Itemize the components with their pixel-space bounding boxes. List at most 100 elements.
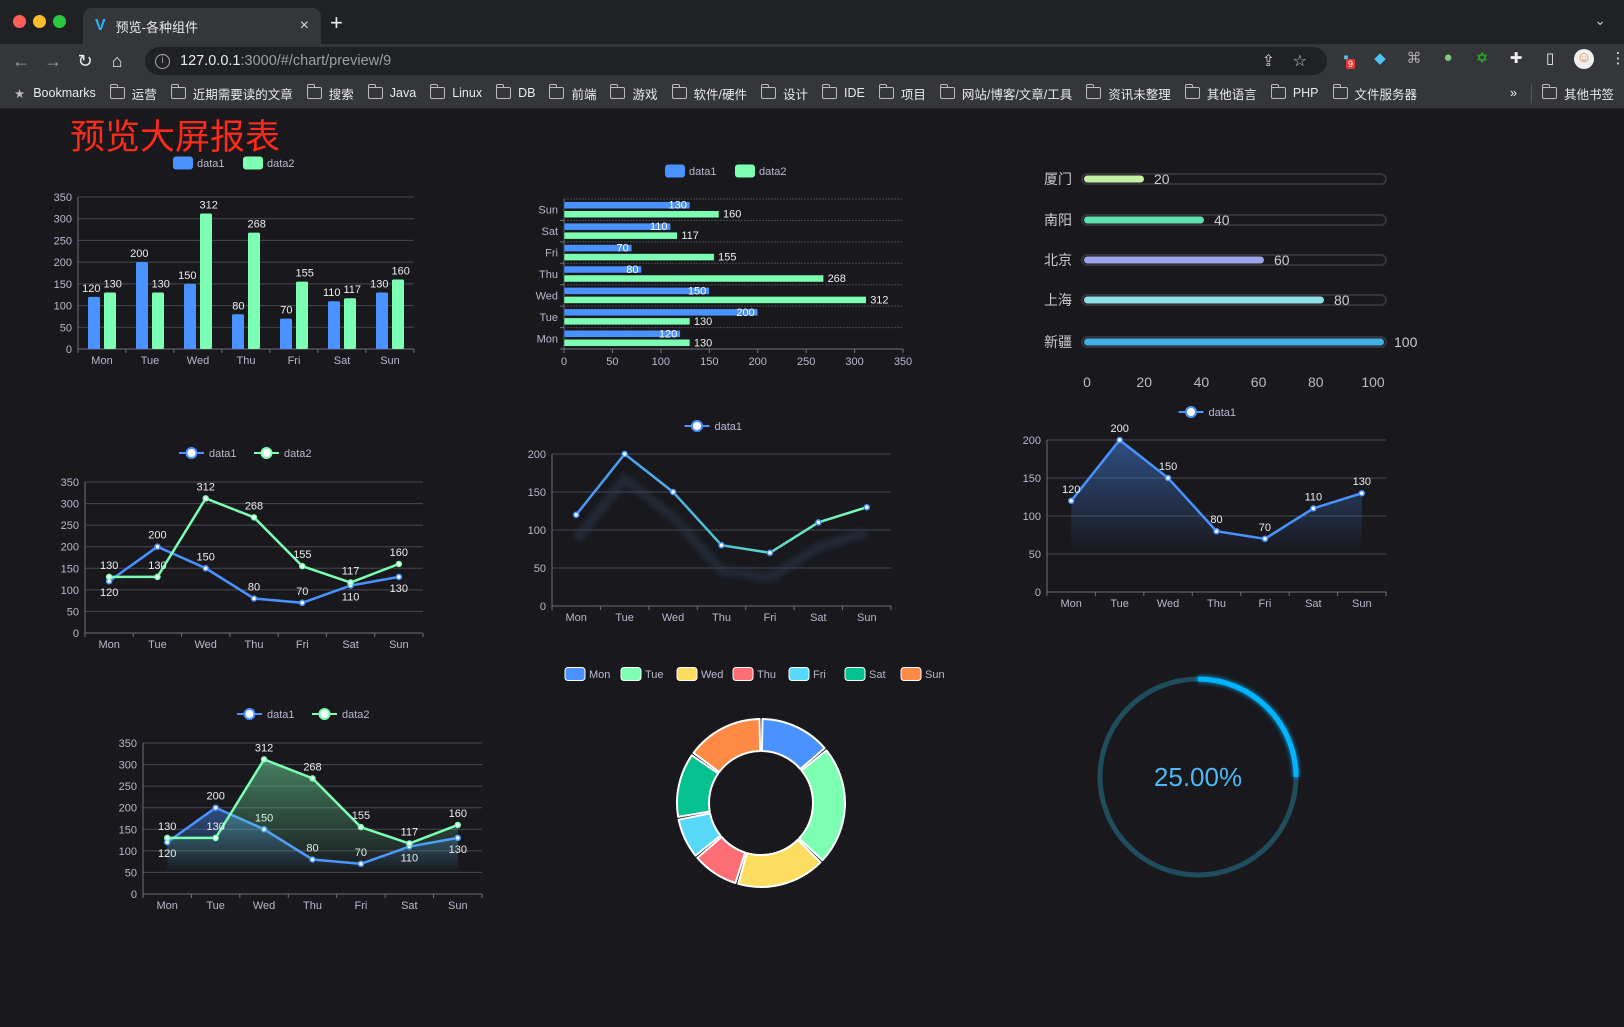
bar-value-label: 110 — [650, 221, 668, 233]
data-point — [202, 565, 209, 572]
extension-icon[interactable]: ▪ 9 — [1343, 49, 1356, 69]
bookmark-folder[interactable]: 运营 — [109, 84, 157, 103]
bookmark-folder[interactable]: DB — [496, 84, 535, 103]
bookmark-folder[interactable]: 资讯未整理 — [1086, 84, 1171, 103]
close-tab-icon[interactable]: × — [299, 17, 309, 34]
browser-tab[interactable]: V 预览-各种组件 × — [83, 8, 321, 44]
data-point — [815, 519, 822, 526]
tab-search-chevron-icon[interactable]: ⌄ — [1594, 12, 1606, 28]
legend-label: data1 — [209, 448, 237, 460]
legend-item-Wed[interactable]: Wed — [676, 667, 723, 682]
legend-item-Sat[interactable]: Sat — [844, 667, 886, 682]
legend-item-data1[interactable]: data1 — [237, 708, 295, 721]
bookmark-folder[interactable]: 游戏 — [610, 84, 658, 103]
site-info-icon[interactable]: i — [155, 53, 170, 69]
close-window-button[interactable] — [13, 15, 26, 28]
home-icon[interactable]: ⌂ — [111, 50, 123, 71]
x-tick-label: Tue — [1110, 598, 1129, 610]
address-bar[interactable]: i 127.0.0.1:3000/#/chart/preview/9 ⇪ ☆ — [145, 47, 1327, 75]
bookmark-folder[interactable]: 网站/博客/文章/工具 — [939, 84, 1073, 103]
reload-icon[interactable]: ↻ — [77, 50, 93, 71]
bookmark-folder[interactable]: 其他语言 — [1184, 84, 1257, 103]
circle-extension-icon[interactable]: ● — [1443, 49, 1453, 66]
data-label: 70 — [1259, 522, 1271, 534]
bookmark-folder[interactable]: 设计 — [760, 84, 808, 103]
data-point — [1358, 489, 1366, 497]
legend-item-data1[interactable]: data1 — [684, 420, 743, 433]
donut-slice-Fri[interactable] — [677, 812, 722, 857]
legend-item-Fri[interactable]: Fri — [788, 667, 826, 682]
minimize-window-button[interactable] — [33, 15, 46, 28]
donut-slice-Mon[interactable] — [760, 718, 826, 771]
legend-item-Tue[interactable]: Tue — [620, 667, 664, 682]
bookmarks-overflow-button[interactable]: » — [1510, 86, 1517, 100]
donut-slice-Thu[interactable] — [696, 835, 747, 885]
folder-icon — [1270, 84, 1286, 99]
x-tick-label: Sun — [1352, 598, 1372, 610]
data-point — [154, 573, 161, 581]
folder-icon — [367, 84, 383, 99]
puzzle-extensions-icon[interactable]: ✚ — [1509, 50, 1523, 67]
legend-item-Sun[interactable]: Sun — [900, 667, 945, 682]
bookmark-folder[interactable]: Linux — [430, 84, 482, 103]
legend-item-data2[interactable]: data2 — [254, 447, 312, 460]
bookmark-folder[interactable]: IDE — [822, 84, 865, 103]
x-tick-label: 40 — [1194, 374, 1210, 390]
gem-extension-icon[interactable]: ◆ — [1374, 50, 1386, 67]
bar-value-label: 120 — [82, 283, 100, 295]
bookmark-folder[interactable]: 前端 — [549, 84, 596, 103]
legend-item-data2[interactable]: data2 — [735, 164, 787, 179]
bar-value-label: 150 — [688, 285, 706, 297]
x-tick-label: Sat — [401, 900, 418, 912]
donut-slice-Sun[interactable] — [692, 718, 762, 774]
star-icon: ★ — [14, 86, 26, 101]
maximize-window-button[interactable] — [53, 15, 66, 28]
avatar[interactable]: ☺ — [1574, 49, 1594, 69]
bookmark-folder[interactable]: 搜索 — [306, 84, 354, 103]
bookmark-star-icon[interactable]: ☆ — [1292, 53, 1307, 70]
legend-item-data2[interactable]: data2 — [243, 156, 295, 171]
bookmark-folder[interactable]: Java — [367, 84, 416, 103]
back-icon[interactable]: ← — [12, 50, 30, 71]
side-panel-icon[interactable]: ▯ — [1545, 50, 1555, 67]
legend-item-data2[interactable]: data2 — [312, 708, 370, 721]
x-tick-label: Sat — [1305, 598, 1322, 610]
legend-item-data1[interactable]: data1 — [179, 447, 237, 460]
other-bookmarks[interactable]: 其他书签 — [1530, 83, 1614, 103]
bookmarks-button[interactable]: ★ Bookmarks — [14, 86, 96, 101]
bookmark-folder[interactable]: 项目 — [878, 84, 926, 103]
menu-kebab-icon[interactable]: ⋮ — [1610, 50, 1624, 67]
folder-icon — [549, 84, 565, 99]
legend-item-data1[interactable]: data1 — [173, 156, 225, 171]
forward-icon[interactable]: → — [44, 50, 62, 71]
command-extension-icon[interactable]: ⌘ — [1406, 50, 1422, 67]
legend-item-data1[interactable]: data1 — [1178, 406, 1237, 419]
legend-swatch — [735, 164, 755, 178]
legend-item-data1[interactable]: data1 — [665, 164, 717, 179]
y-tick-label: 200 — [119, 803, 137, 815]
legend-item-Thu[interactable]: Thu — [732, 667, 776, 682]
bar-category-label: 北京 — [1044, 252, 1072, 268]
donut-slice-Tue[interactable] — [798, 749, 846, 862]
legend-label: data2 — [284, 448, 312, 460]
tab-title: 预览-各种组件 — [115, 19, 199, 35]
area-fill-data2 — [167, 759, 458, 873]
legend-item-Mon[interactable]: Mon — [564, 667, 610, 682]
donut-slice-Sat[interactable] — [676, 754, 720, 818]
data-label: 155 — [293, 549, 311, 561]
legend-label: data2 — [759, 166, 787, 178]
bookmark-label: 网站/博客/文章/工具 — [961, 87, 1073, 102]
bookmark-folder[interactable]: 文件服务器 — [1332, 84, 1417, 103]
data-label: 120 — [100, 587, 118, 599]
share-icon[interactable]: ⇪ — [1261, 53, 1275, 70]
bookmark-folder[interactable]: 软件/硬件 — [671, 84, 747, 103]
star-extension-icon[interactable]: ✡ — [1475, 50, 1489, 67]
new-tab-button[interactable]: + — [330, 10, 343, 35]
donut-slice-Wed[interactable] — [737, 838, 822, 888]
data-label: 130 — [148, 560, 166, 572]
bar-category-label: 新疆 — [1044, 334, 1072, 350]
bookmark-folder[interactable]: 近期需要读的文章 — [170, 84, 293, 103]
data-label: 117 — [342, 566, 360, 578]
bookmark-folder[interactable]: PHP — [1270, 84, 1319, 103]
